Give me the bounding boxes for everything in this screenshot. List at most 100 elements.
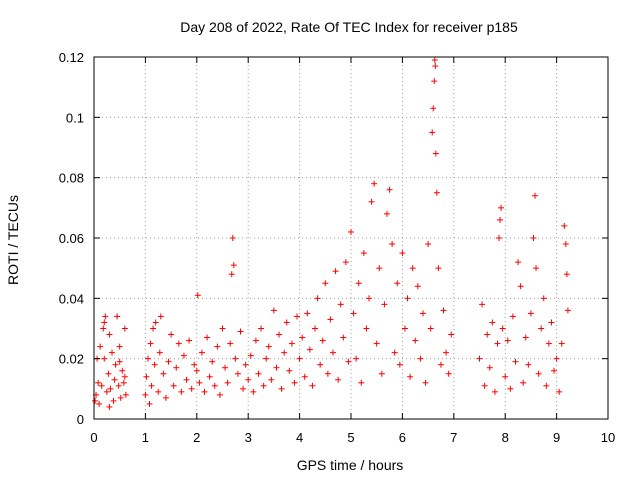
data-point bbox=[376, 265, 383, 272]
data-point bbox=[558, 340, 565, 347]
data-point bbox=[276, 331, 283, 338]
data-point bbox=[509, 313, 516, 320]
data-point bbox=[545, 340, 552, 347]
data-point bbox=[222, 364, 229, 371]
data-point bbox=[322, 280, 329, 287]
chart-title: Day 208 of 2022, Rate Of TEC Index for r… bbox=[180, 19, 518, 35]
data-point bbox=[432, 63, 439, 70]
data-point bbox=[227, 340, 234, 347]
data-point bbox=[389, 241, 396, 248]
x-tick-label: 10 bbox=[601, 430, 615, 445]
data-point bbox=[432, 150, 439, 157]
data-point bbox=[245, 376, 252, 383]
data-point bbox=[301, 373, 308, 380]
y-tick-label: 0.08 bbox=[59, 171, 84, 186]
data-point bbox=[498, 204, 505, 211]
data-point bbox=[538, 325, 545, 332]
data-point bbox=[117, 394, 124, 401]
data-point bbox=[183, 376, 190, 383]
data-point bbox=[281, 349, 288, 356]
data-point bbox=[234, 370, 241, 377]
data-point bbox=[358, 379, 365, 386]
data-point bbox=[425, 241, 432, 248]
x-tick-label: 1 bbox=[142, 430, 149, 445]
data-point bbox=[476, 355, 483, 362]
x-axis-label: GPS time / hours bbox=[297, 457, 404, 473]
data-point bbox=[147, 340, 154, 347]
y-axis-label: ROTI / TECUs bbox=[5, 195, 21, 285]
data-point bbox=[535, 370, 542, 377]
data-point bbox=[150, 325, 157, 332]
data-point bbox=[491, 388, 498, 395]
data-point bbox=[335, 376, 342, 383]
data-point bbox=[224, 379, 231, 386]
data-point bbox=[363, 325, 370, 332]
data-point bbox=[178, 388, 185, 395]
data-point bbox=[540, 295, 547, 302]
data-point bbox=[115, 382, 122, 389]
data-point bbox=[437, 361, 444, 368]
data-point bbox=[355, 280, 362, 287]
data-point bbox=[527, 310, 534, 317]
data-point bbox=[309, 382, 316, 389]
data-point bbox=[188, 385, 195, 392]
data-point bbox=[350, 310, 357, 317]
data-point bbox=[342, 259, 349, 266]
data-point bbox=[216, 391, 223, 398]
data-point bbox=[494, 340, 501, 347]
data-point bbox=[237, 328, 244, 335]
axis-ticks: 0 1 2 3 4 5 6 7 8 9 10 0 0.02 0.04 0.06 0.08 0.1 0.12 bbox=[59, 50, 616, 445]
data-point bbox=[114, 313, 121, 320]
data-point bbox=[247, 352, 254, 359]
data-point bbox=[433, 189, 440, 196]
data-point bbox=[394, 280, 401, 287]
y-tick-label: 0.02 bbox=[59, 352, 84, 367]
data-point bbox=[314, 295, 321, 302]
data-point bbox=[327, 316, 334, 323]
data-point bbox=[173, 364, 180, 371]
data-point bbox=[553, 355, 560, 362]
data-point bbox=[209, 358, 216, 365]
data-point bbox=[196, 379, 203, 386]
data-point bbox=[121, 373, 128, 380]
data-point bbox=[204, 334, 211, 341]
data-point bbox=[122, 391, 129, 398]
data-point bbox=[502, 373, 509, 380]
data-point bbox=[232, 355, 239, 362]
data-point bbox=[250, 388, 257, 395]
data-point bbox=[175, 340, 182, 347]
x-tick-label: 0 bbox=[90, 430, 97, 445]
data-point bbox=[242, 361, 249, 368]
data-point bbox=[95, 379, 102, 386]
x-tick-label: 3 bbox=[245, 430, 252, 445]
y-tick-label: 0.04 bbox=[59, 291, 84, 306]
data-point bbox=[103, 388, 110, 395]
data-point bbox=[407, 373, 414, 380]
data-point bbox=[283, 319, 290, 326]
data-point bbox=[414, 283, 421, 290]
data-point bbox=[258, 325, 265, 332]
data-point bbox=[337, 301, 344, 308]
data-point bbox=[278, 385, 285, 392]
data-point bbox=[110, 397, 117, 404]
data-points bbox=[92, 57, 571, 410]
data-point bbox=[543, 382, 550, 389]
data-point bbox=[198, 349, 205, 356]
data-point bbox=[268, 376, 275, 383]
data-point bbox=[157, 313, 164, 320]
data-point bbox=[120, 379, 127, 386]
data-point bbox=[119, 367, 126, 374]
data-point bbox=[304, 310, 311, 317]
data-point bbox=[142, 391, 149, 398]
data-point bbox=[417, 355, 424, 362]
data-point bbox=[330, 349, 337, 356]
data-point bbox=[291, 379, 298, 386]
data-point bbox=[96, 400, 103, 407]
data-point bbox=[144, 355, 151, 362]
data-point bbox=[431, 57, 438, 64]
x-tick-label: 6 bbox=[399, 430, 406, 445]
data-point bbox=[165, 358, 172, 365]
data-point bbox=[240, 385, 247, 392]
data-point bbox=[255, 370, 262, 377]
data-point bbox=[155, 388, 162, 395]
